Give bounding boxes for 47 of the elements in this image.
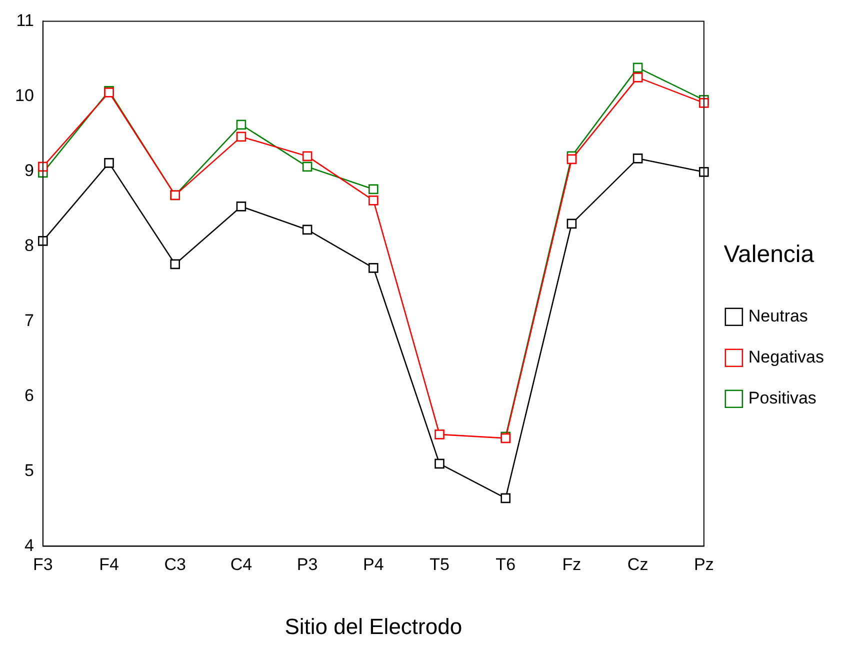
y-tick-label: 10 (14, 86, 34, 105)
point (632, 154, 643, 164)
point (434, 458, 444, 469)
x-tick-label: C4 (230, 555, 252, 574)
x-tick-label: T6 (496, 555, 516, 574)
point (104, 158, 114, 168)
point (699, 167, 709, 177)
point (38, 236, 48, 246)
y-tick-label: 7 (24, 310, 34, 330)
point (566, 218, 577, 229)
y-tick-label: 9 (24, 160, 34, 180)
x-tick-label: F3 (32, 555, 53, 574)
x-tick-label: F4 (99, 555, 119, 574)
point (632, 62, 643, 73)
x-tick-label: T5 (430, 555, 450, 574)
legend-label: Negativas (748, 348, 824, 367)
point (500, 493, 510, 504)
point (368, 263, 378, 273)
x-tick-label: Pz (694, 555, 714, 574)
point (38, 162, 48, 172)
x-tick-label: P4 (363, 555, 384, 574)
x-tick-label: Cz (627, 555, 648, 574)
point (368, 184, 378, 194)
point (699, 98, 709, 108)
y-tick-label: 5 (24, 460, 34, 480)
x-tick-label: C3 (164, 555, 186, 574)
x-tick-label: Fz (562, 555, 582, 574)
point (302, 151, 312, 162)
point (302, 162, 312, 172)
point (566, 154, 577, 164)
x-tick-label: P3 (296, 555, 318, 574)
y-tick-label: 4 (24, 536, 34, 555)
point (236, 202, 246, 212)
x-axis-title: Sitio del Electrodo (284, 614, 462, 639)
point (236, 120, 246, 130)
point (632, 72, 643, 82)
y-tick-label: 11 (16, 10, 34, 30)
point (302, 224, 312, 235)
point (434, 430, 444, 440)
legend-label: Positivas (748, 388, 816, 408)
point (368, 196, 378, 206)
y-tick-label: 6 (24, 386, 34, 405)
point (170, 259, 180, 270)
legend-label: Neutras (748, 306, 808, 326)
legend-title: Valencia (724, 241, 815, 268)
point (236, 132, 246, 142)
y-tick-label: 8 (24, 236, 34, 255)
